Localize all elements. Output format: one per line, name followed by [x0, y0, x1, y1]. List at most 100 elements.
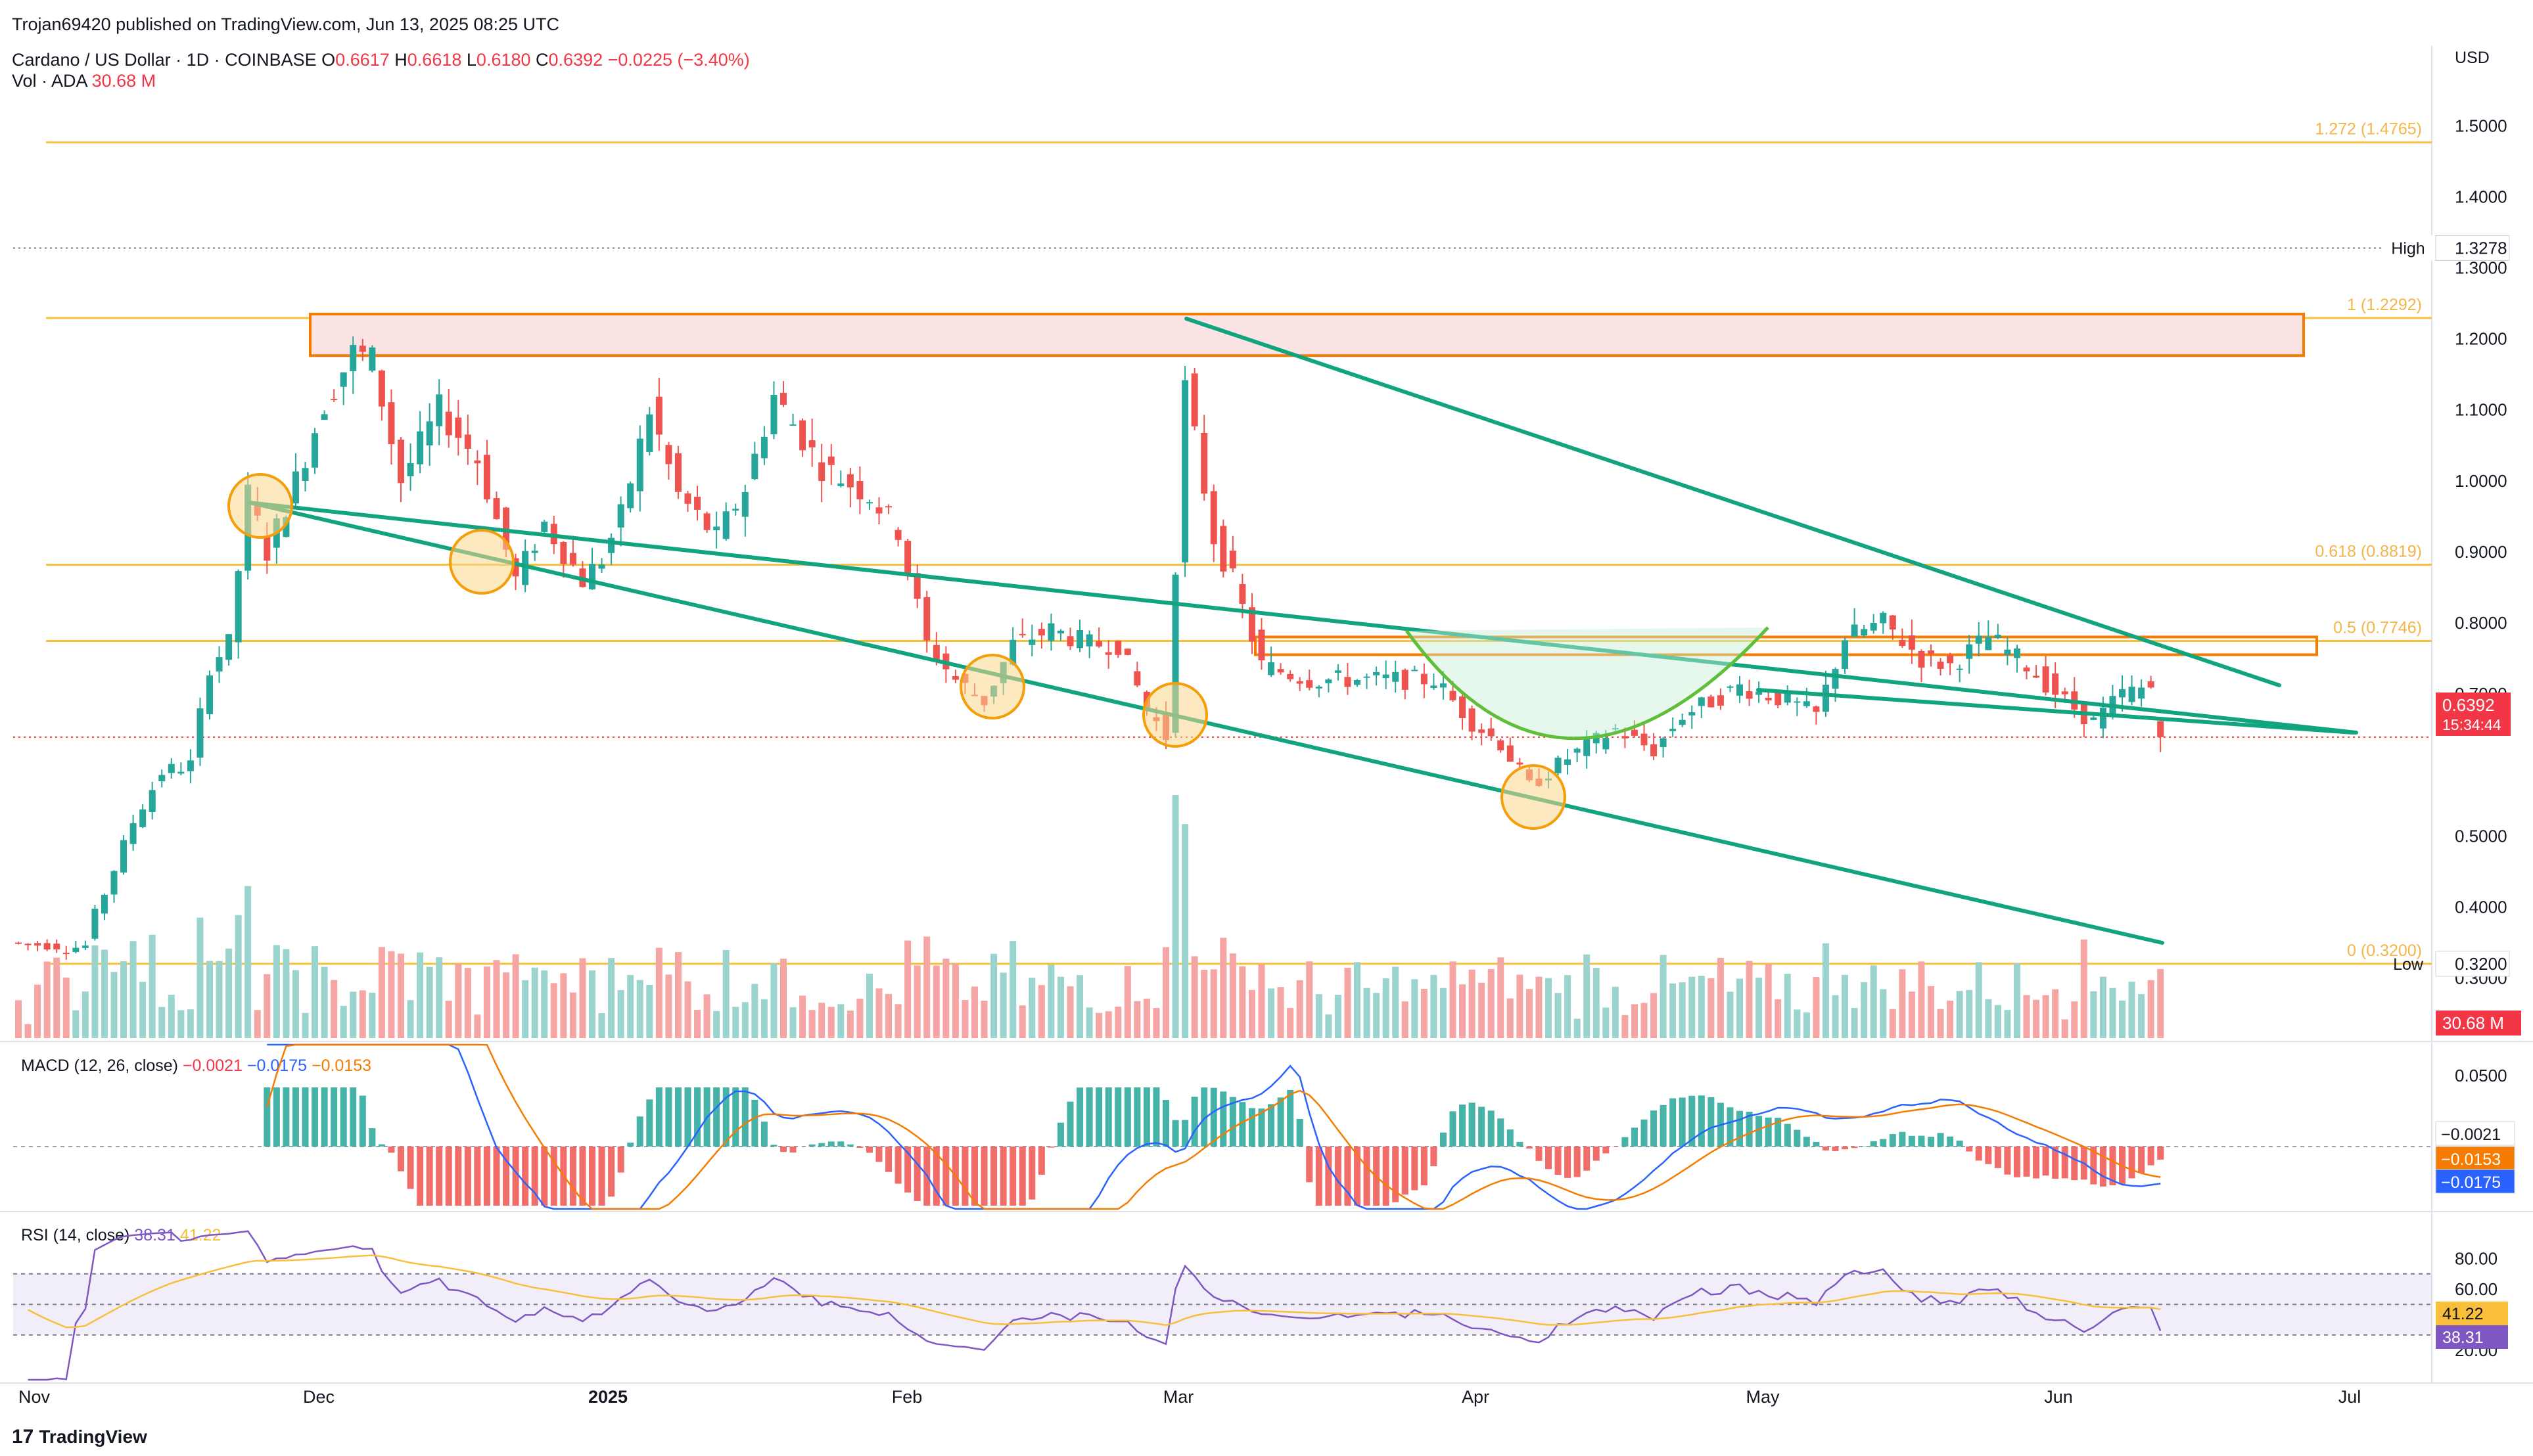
candle-body	[72, 947, 80, 953]
volume-bar	[1134, 1001, 1141, 1038]
volume-bar	[1755, 977, 1763, 1038]
candle-body	[1775, 693, 1782, 706]
candle-body	[1717, 695, 1724, 706]
volume-bar	[1669, 983, 1677, 1038]
volume-bar	[2061, 1019, 2068, 1038]
macd-histogram-bar	[1115, 1087, 1122, 1147]
volume-bar	[665, 974, 672, 1038]
x-tick-1: Dec	[303, 1387, 335, 1407]
candle-body	[91, 909, 99, 939]
volume-value: 30.68 M	[91, 71, 156, 91]
x-tick-8: Jul	[2338, 1387, 2361, 1407]
candle-body	[1182, 380, 1189, 562]
volume-bar	[627, 974, 634, 1038]
macd-histogram-bar	[1019, 1147, 1026, 1206]
volume-bar	[1870, 965, 1877, 1038]
volume-bar	[483, 967, 490, 1038]
volume-bar	[388, 951, 395, 1038]
candle-body	[62, 953, 70, 955]
macd-histogram-bar	[1220, 1091, 1227, 1147]
volume-bar	[1354, 962, 1360, 1038]
candle-body	[1956, 668, 1963, 670]
candle-body	[2090, 717, 2097, 720]
volume-bar	[1029, 978, 1036, 1038]
volume-bar	[1334, 994, 1341, 1038]
volume-bar	[1296, 980, 1303, 1038]
candle-body	[1382, 674, 1389, 679]
volume-bar	[1985, 999, 1992, 1038]
volume-bar	[694, 1009, 701, 1038]
macd-line	[267, 1043, 2161, 1210]
candle-body	[569, 553, 576, 565]
candle-body	[1363, 676, 1370, 678]
last-price-value: 0.6392	[2442, 695, 2495, 715]
candle-body	[741, 491, 749, 517]
volume-bar	[273, 945, 280, 1038]
volume-bar	[2128, 982, 2135, 1038]
candle-body	[149, 790, 156, 813]
descending-resistance-trendline	[1184, 317, 2281, 687]
macd-histogram-bar	[1296, 1118, 1303, 1147]
macd-histogram-bar	[1411, 1147, 1418, 1191]
candle-body	[81, 945, 89, 948]
candle-body	[895, 530, 902, 540]
candle-body	[1430, 685, 1437, 689]
candle-body	[455, 417, 462, 438]
volume-bar	[971, 986, 978, 1038]
volume-bar	[1602, 1007, 1610, 1038]
volume-bar	[398, 953, 404, 1038]
volume-bar	[1994, 1005, 2001, 1038]
candle-body	[827, 456, 835, 465]
macd-histogram-bar	[780, 1147, 787, 1152]
ohlc-close-label: C	[536, 50, 549, 70]
candle-body	[398, 440, 404, 484]
macd-histogram-bar	[2033, 1147, 2040, 1179]
macd-histogram-bar	[2090, 1147, 2097, 1185]
volume-bar	[1975, 962, 1982, 1038]
macd-histogram-bar	[1334, 1147, 1341, 1206]
macd-histogram-bar	[589, 1147, 595, 1206]
candle-body	[751, 453, 758, 480]
macd-legend: MACD (12, 26, close) −0.0021 −0.0175 −0.…	[21, 1057, 371, 1076]
macd-histogram-bar	[789, 1147, 797, 1153]
volume-bar	[2138, 994, 2145, 1038]
rounding-bottom-curve	[1405, 626, 1769, 740]
macd-histogram-bar	[1746, 1111, 1753, 1147]
macd-histogram-bar	[302, 1087, 309, 1147]
volume-bar	[34, 984, 41, 1038]
volume-bar	[15, 1000, 22, 1038]
volume-bar	[1784, 973, 1791, 1038]
macd-histogram-bar	[1918, 1135, 1925, 1147]
volume-bar	[1143, 998, 1150, 1038]
macd-histogram-bar	[388, 1147, 395, 1153]
trendlines[interactable]	[227, 317, 2358, 945]
volume-bar	[1420, 988, 1428, 1038]
candle-body	[1191, 373, 1198, 426]
low-value-bg	[2435, 951, 2510, 977]
candle-body	[1612, 728, 1619, 730]
macd-histogram-bar	[2138, 1147, 2145, 1173]
volume-tag-value: 30.68 M	[2442, 1013, 2504, 1033]
candle-body	[1487, 728, 1495, 737]
macd-histogram-bar	[1105, 1087, 1112, 1147]
candle-body	[1478, 729, 1485, 733]
macd-histogram-bar	[331, 1087, 338, 1147]
volume-bar	[550, 983, 557, 1038]
candle-body	[1115, 641, 1122, 655]
tradingview-logo[interactable]: 17 TradingView	[12, 1426, 147, 1448]
volume-bar	[541, 970, 548, 1038]
candle-body	[933, 645, 940, 662]
macd-histogram-bar	[751, 1099, 758, 1147]
volume-bar	[225, 948, 233, 1038]
candle-body	[2138, 687, 2145, 699]
volume-bar	[636, 980, 643, 1038]
macd-histogram-bar	[627, 1143, 634, 1147]
macd-histogram-bar	[732, 1087, 739, 1147]
volume-bar	[895, 1004, 902, 1038]
candle-body	[1373, 671, 1380, 675]
candle-body	[837, 483, 845, 486]
macd-histogram-bar	[483, 1147, 490, 1206]
candle-body	[2157, 721, 2164, 737]
touch-point-circle-2	[960, 654, 1025, 719]
